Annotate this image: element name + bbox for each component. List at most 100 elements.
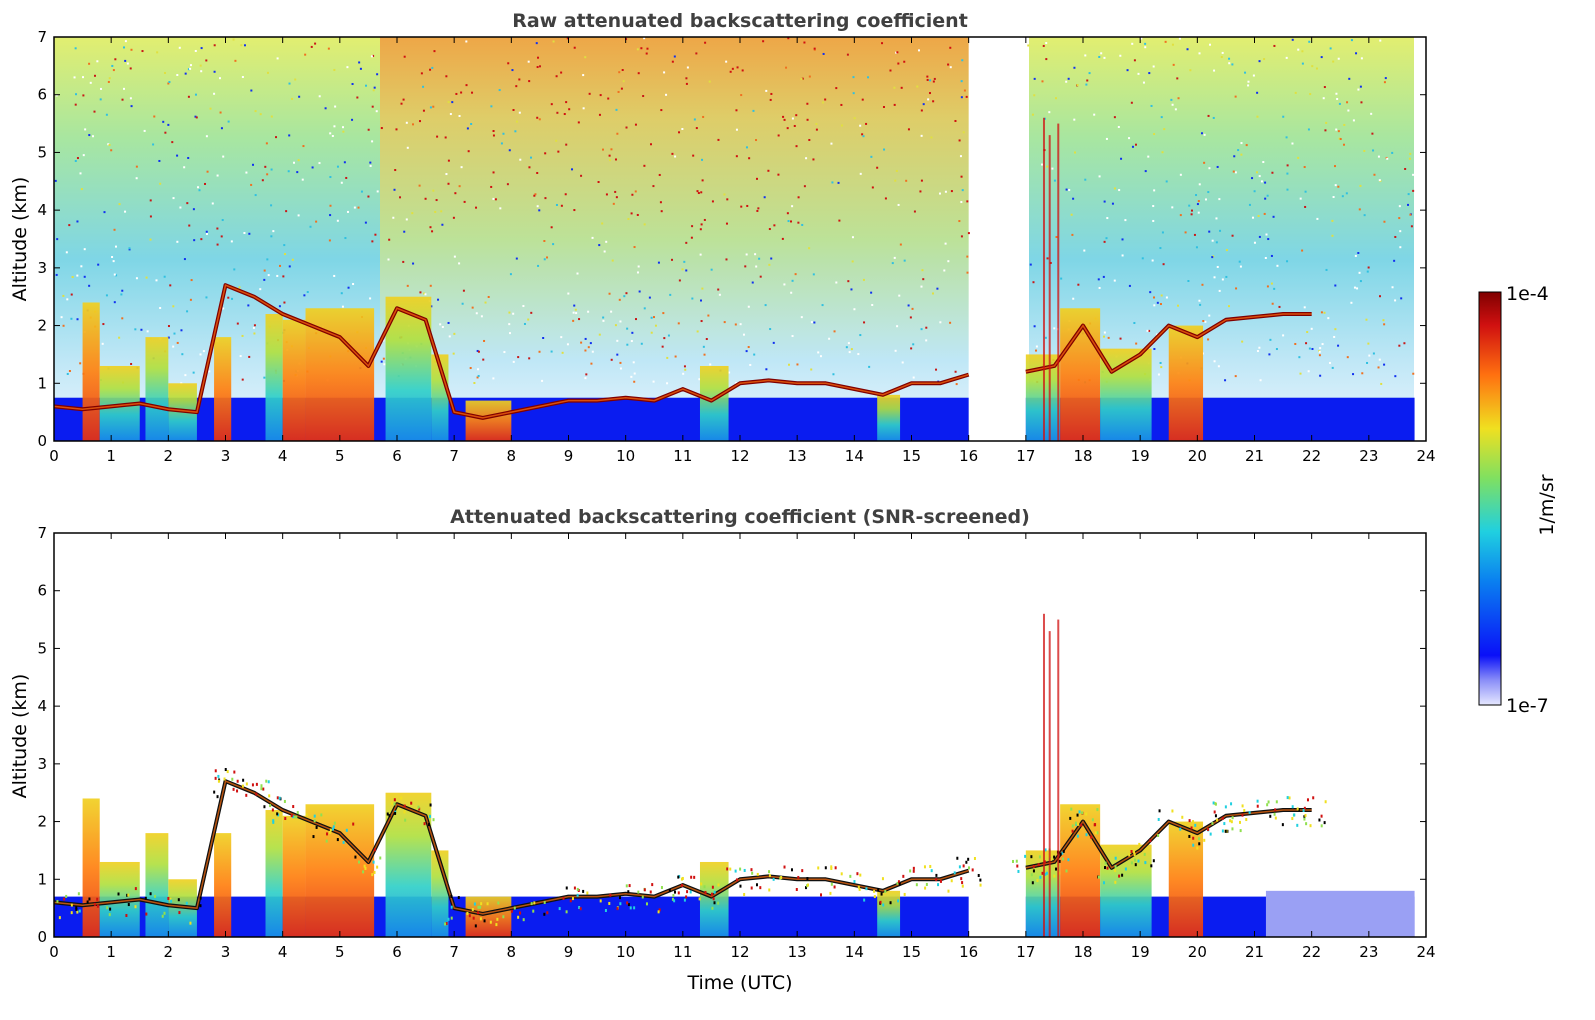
x-tick-label: 5 (335, 943, 345, 961)
noise-speck (1053, 179, 1056, 182)
screened-pixel (169, 897, 172, 901)
noise-speck (173, 332, 176, 335)
screened-pixel (489, 920, 492, 924)
noise-speck (1200, 132, 1203, 135)
screened-pixel (683, 898, 686, 902)
screened-pixel (447, 917, 450, 921)
noise-speck (1303, 166, 1306, 169)
noise-speck (76, 220, 79, 223)
x-tick-label: 2 (164, 943, 174, 961)
screened-pixel (703, 885, 706, 889)
screened-pixel (391, 801, 394, 805)
noise-speck (1412, 189, 1415, 192)
screened-pixel (312, 835, 315, 839)
screened-pixel (790, 868, 793, 872)
noise-speck (746, 204, 749, 207)
screened-pixel (1150, 864, 1153, 868)
screened-pixel (629, 906, 632, 910)
noise-speck (700, 320, 703, 323)
noise-speck (128, 247, 131, 250)
noise-speck (1272, 215, 1275, 218)
y-tick-label: 6 (37, 86, 47, 104)
screened-pixel (643, 888, 646, 892)
screened-pixel (1211, 821, 1214, 825)
noise-speck (188, 224, 191, 227)
screened-pixel (217, 779, 220, 783)
noise-speck (643, 223, 646, 226)
noise-speck (429, 284, 432, 287)
noise-speck (200, 47, 203, 50)
noise-speck (557, 150, 560, 153)
data-gap (1414, 37, 1426, 441)
noise-speck (122, 87, 125, 90)
noise-speck (499, 207, 502, 210)
noise-speck (1033, 94, 1036, 97)
noise-speck (862, 135, 865, 138)
noise-speck (1164, 40, 1167, 43)
screened-pixel (562, 896, 565, 900)
screened-pixel (1296, 823, 1299, 827)
screened-pixel (1291, 817, 1294, 821)
noise-speck (198, 189, 201, 192)
noise-speck (896, 325, 899, 328)
screened-pixel (1320, 814, 1323, 818)
noise-speck (444, 136, 447, 139)
noise-speck (749, 363, 752, 366)
screened-pixel (466, 911, 469, 915)
noise-speck (515, 120, 518, 123)
noise-speck (508, 149, 511, 152)
noise-speck (735, 128, 738, 131)
noise-speck (654, 324, 657, 327)
screened-pixel (912, 866, 915, 870)
noise-speck (837, 181, 840, 184)
x-tick-label: 18 (1073, 447, 1092, 465)
noise-speck (947, 260, 950, 263)
noise-speck (1372, 149, 1375, 152)
noise-speck (55, 94, 58, 97)
noise-speck (200, 70, 203, 73)
noise-speck (1197, 200, 1200, 203)
noise-speck (169, 284, 172, 287)
screened-pixel (1124, 867, 1127, 871)
noise-speck (1119, 54, 1122, 57)
screened-pixel (897, 899, 900, 903)
noise-speck (180, 382, 183, 385)
noise-speck (871, 303, 874, 306)
noise-speck (189, 298, 192, 301)
noise-speck (1118, 189, 1121, 192)
screened-pixel (830, 865, 833, 869)
noise-speck (1105, 237, 1108, 240)
noise-speck (619, 320, 622, 323)
noise-speck (1265, 233, 1268, 236)
noise-speck (666, 382, 669, 385)
noise-speck (508, 311, 511, 314)
screened-pixel (88, 897, 91, 901)
screened-pixel (853, 880, 856, 884)
screened-pixel (627, 903, 630, 907)
noise-speck (1151, 259, 1154, 262)
noise-speck (582, 107, 585, 110)
screened-pixel (834, 866, 837, 870)
noise-speck (176, 341, 179, 344)
noise-speck (1301, 249, 1304, 252)
screened-pixel (750, 868, 753, 872)
noise-speck (405, 218, 408, 221)
noise-speck (833, 330, 836, 333)
noise-speck (955, 383, 958, 386)
noise-speck (105, 113, 108, 116)
noise-speck (787, 220, 790, 223)
x-tick-label: 3 (221, 447, 231, 465)
screened-pixel (780, 875, 783, 879)
screened-pixel (1096, 831, 1099, 835)
screened-pixel (93, 902, 96, 906)
noise-speck (509, 273, 512, 276)
noise-speck (598, 244, 601, 247)
screened-pixel (1016, 864, 1019, 868)
screened-pixel (625, 884, 628, 888)
noise-speck (1394, 375, 1397, 378)
noise-speck (1337, 344, 1340, 347)
noise-speck (517, 356, 520, 359)
noise-speck (708, 80, 711, 83)
noise-speck (590, 362, 593, 365)
noise-speck (1198, 183, 1201, 186)
